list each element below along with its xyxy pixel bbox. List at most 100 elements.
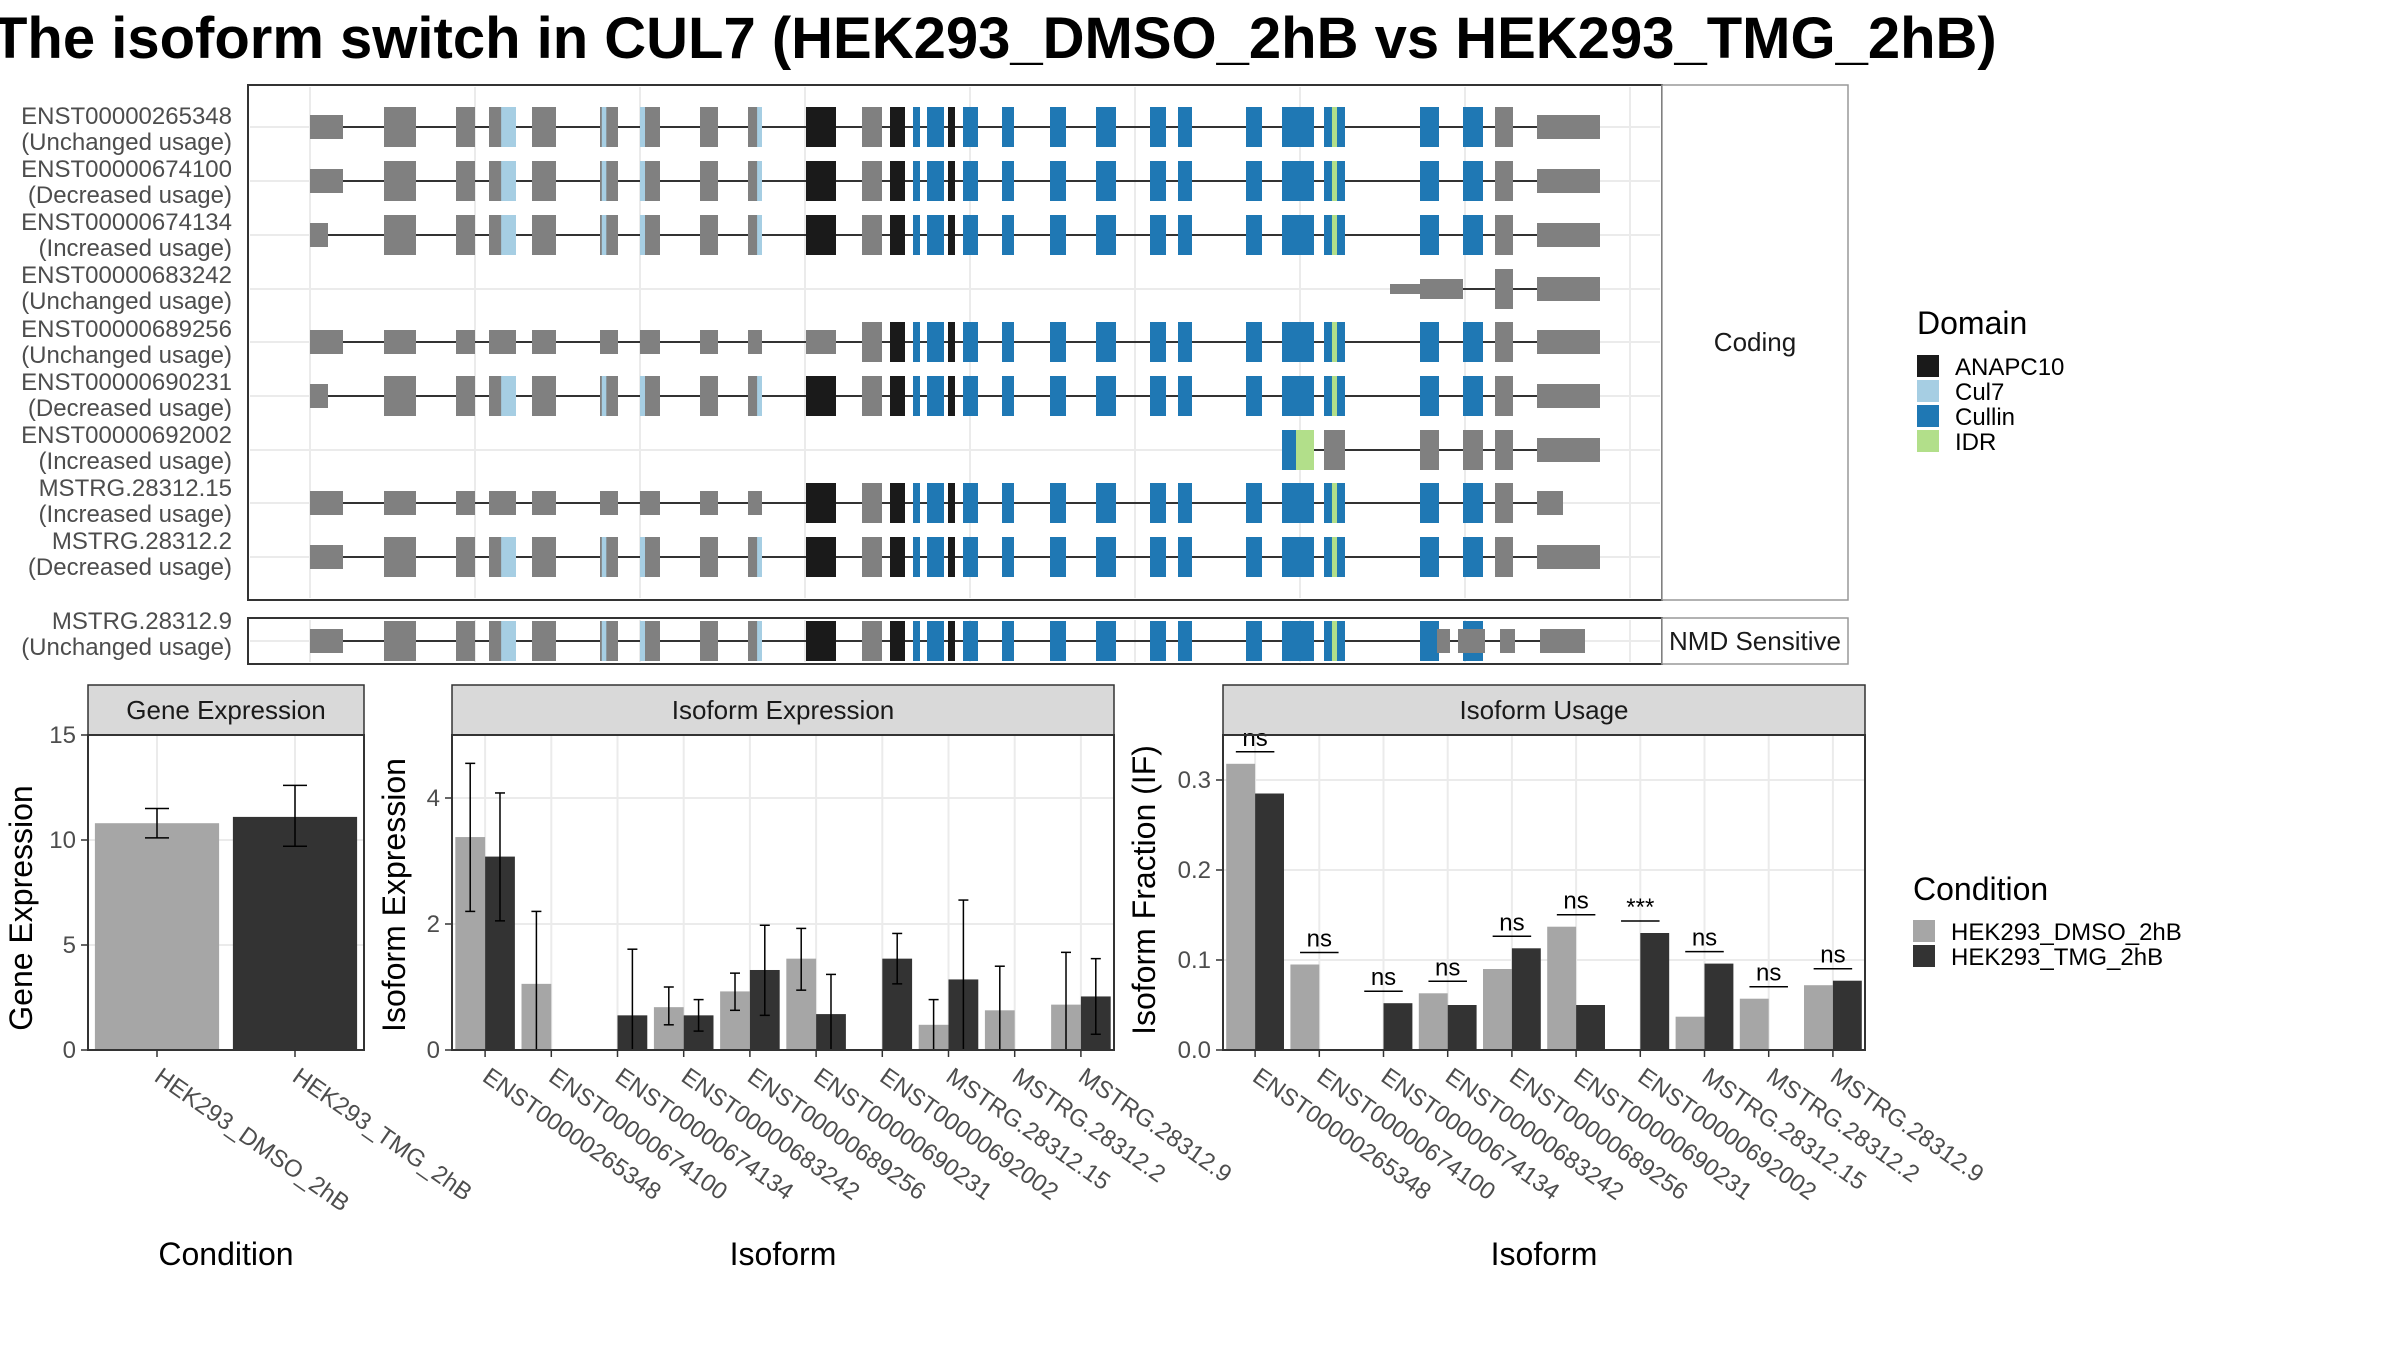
domain-block	[1246, 322, 1262, 362]
legend-key-anapc10	[1917, 355, 1939, 377]
domain-block	[1178, 483, 1192, 523]
exon	[700, 621, 718, 661]
transcript-structure-plot: Coding NMD Sensitive ENST00000265348 (Unc…	[21, 84, 1849, 665]
domain-block	[1337, 161, 1345, 201]
domain-block	[1420, 483, 1439, 523]
exon	[748, 491, 762, 515]
domain-block	[1331, 483, 1338, 523]
plot-background	[1223, 735, 1865, 1050]
exon	[1563, 115, 1600, 139]
domain-block	[501, 215, 516, 255]
transcript-label: ENST00000674100 (Decreased usage)	[21, 156, 232, 209]
strip-isoform-expression	[451, 684, 1115, 736]
domain-block	[1463, 107, 1483, 147]
condition-legend-title: Condition	[1913, 871, 2048, 907]
nmd-strip-label: NMD Sensitive	[1669, 626, 1841, 656]
domain-block	[1331, 376, 1338, 416]
domain-block	[927, 161, 944, 201]
domain-block	[1150, 376, 1166, 416]
exon	[862, 483, 882, 523]
domain-block	[1331, 107, 1338, 147]
exon	[1537, 277, 1563, 301]
panel-title: Isoform Usage	[1459, 695, 1628, 725]
exon	[1495, 537, 1513, 577]
legend-key-dmso	[1913, 920, 1935, 942]
domain-block	[1150, 621, 1166, 661]
panel-title: Gene Expression	[126, 695, 325, 725]
domain-block	[1420, 161, 1439, 201]
exon	[862, 537, 882, 577]
domain-block	[757, 161, 762, 201]
exon	[532, 621, 556, 661]
exon	[1543, 491, 1556, 515]
domain-block	[1002, 215, 1014, 255]
exon	[1495, 215, 1513, 255]
domain-block	[1050, 107, 1066, 147]
domain-block	[890, 483, 905, 523]
panel-border	[87, 734, 365, 1051]
exon	[1563, 545, 1600, 569]
exon	[456, 330, 475, 354]
domain-block	[1282, 161, 1314, 201]
domain-block	[1420, 215, 1439, 255]
y-tick-label: 5	[63, 932, 76, 959]
panel-title: Isoform Expression	[672, 695, 895, 725]
exon	[1537, 545, 1563, 569]
significance-label: ns	[1371, 964, 1396, 991]
exon	[310, 384, 328, 408]
exon	[489, 330, 516, 354]
coding-strip-label: Coding	[1714, 327, 1796, 357]
legend-label: HEK293_TMG_2hB	[1951, 944, 2163, 971]
domain-block	[601, 107, 607, 147]
exon	[862, 107, 882, 147]
exon	[1495, 107, 1513, 147]
significance-label: ns	[1435, 954, 1460, 981]
domain-block	[890, 621, 905, 661]
exon	[1563, 330, 1600, 354]
domain-block	[1050, 376, 1066, 416]
domain-block	[1282, 537, 1314, 577]
exon	[640, 491, 660, 515]
domain-block	[1150, 107, 1166, 147]
exon	[1540, 629, 1585, 653]
domain-block	[1050, 621, 1066, 661]
domain-block	[640, 537, 645, 577]
domain-block	[913, 483, 920, 523]
transcript-label: ENST00000674134 (Increased usage)	[21, 209, 232, 262]
domain-block	[757, 215, 762, 255]
significance-label: ns	[1692, 925, 1717, 952]
domain-block	[913, 621, 920, 661]
domain-block	[1324, 376, 1332, 416]
y-axis-label: Gene Expression	[3, 785, 39, 1030]
domain-block	[1096, 322, 1116, 362]
domain-block	[1282, 430, 1296, 470]
bar	[1226, 763, 1256, 1050]
exon	[1563, 223, 1600, 247]
exon	[456, 537, 475, 577]
domain-block	[1463, 376, 1483, 416]
legend-label: ANAPC10	[1955, 354, 2064, 381]
domain-block	[1463, 322, 1483, 362]
domain-block	[1002, 322, 1014, 362]
significance-label: ns	[1307, 926, 1332, 953]
bar	[1483, 969, 1512, 1050]
domain-block	[1420, 621, 1439, 661]
domain-block	[640, 107, 645, 147]
domain-block	[948, 161, 955, 201]
transcript-label: MSTRG.28312.15 (Increased usage)	[39, 475, 232, 528]
domain-block	[501, 161, 516, 201]
bar	[1832, 980, 1862, 1050]
exon	[384, 376, 416, 416]
domain-block	[1463, 161, 1483, 201]
exon	[1463, 430, 1483, 470]
domain-block	[913, 161, 920, 201]
exon	[700, 107, 718, 147]
domain-block	[1246, 107, 1262, 147]
domain-block	[1050, 483, 1066, 523]
exon	[532, 491, 556, 515]
exon	[310, 169, 343, 193]
domain-block	[1246, 161, 1262, 201]
domain-block	[1246, 621, 1262, 661]
domain-block	[806, 161, 836, 201]
bar	[1675, 1016, 1705, 1050]
